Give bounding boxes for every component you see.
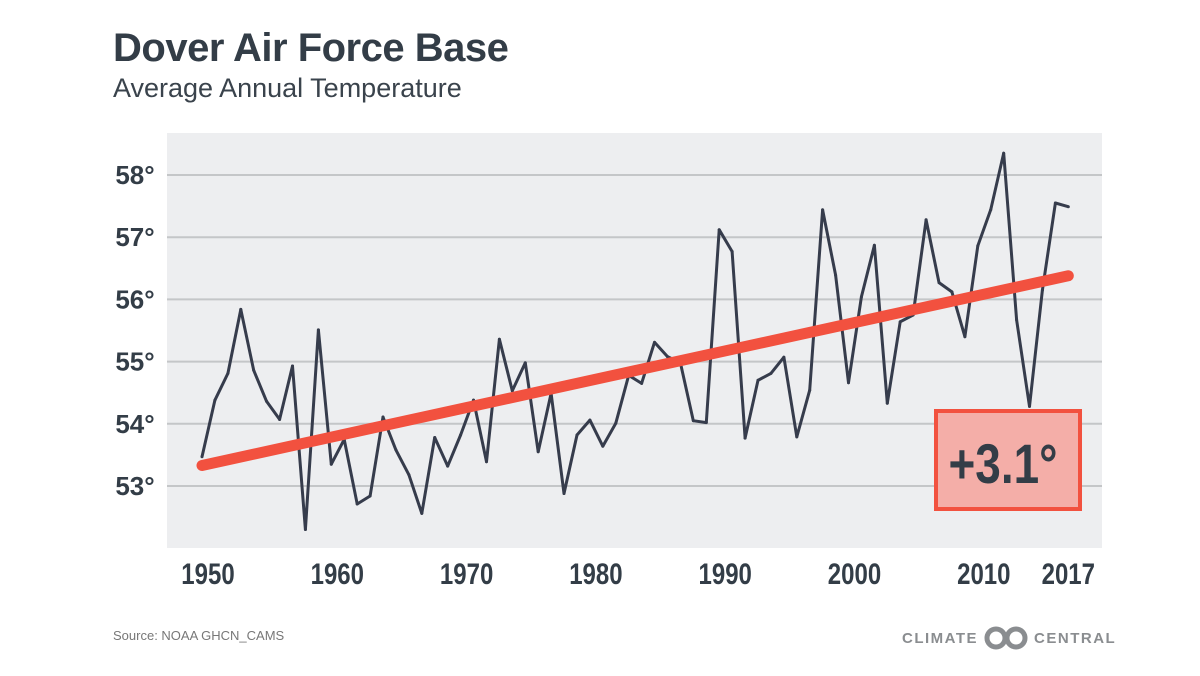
y-tick-label: 54° bbox=[115, 409, 154, 439]
data-point bbox=[717, 228, 721, 232]
climate-central-logo: CLIMATE CENTRAL bbox=[902, 626, 1116, 650]
data-point bbox=[859, 295, 863, 299]
data-point bbox=[316, 328, 320, 332]
data-point bbox=[821, 208, 825, 212]
data-point bbox=[523, 361, 527, 365]
data-point bbox=[782, 355, 786, 359]
data-point bbox=[303, 528, 307, 532]
data-point bbox=[200, 455, 204, 459]
chart-title: Dover Air Force Base bbox=[113, 26, 509, 70]
annotation-label: +3.1° bbox=[949, 433, 1058, 495]
data-point bbox=[213, 398, 217, 402]
data-point bbox=[575, 433, 579, 437]
data-point bbox=[420, 511, 424, 515]
data-point bbox=[665, 355, 669, 359]
x-tick-label: 1970 bbox=[440, 556, 493, 590]
data-point bbox=[226, 371, 230, 375]
data-point bbox=[1015, 318, 1019, 322]
data-point bbox=[484, 460, 488, 464]
data-point bbox=[381, 415, 385, 419]
x-tick-label: 1980 bbox=[569, 556, 622, 590]
data-point bbox=[368, 494, 372, 498]
data-point bbox=[963, 335, 967, 339]
data-point bbox=[1040, 288, 1044, 292]
data-point bbox=[459, 433, 463, 437]
data-point bbox=[950, 290, 954, 294]
data-point bbox=[614, 421, 618, 425]
data-point bbox=[937, 281, 941, 285]
data-point bbox=[265, 399, 269, 403]
data-point bbox=[924, 218, 928, 222]
data-point bbox=[1053, 201, 1057, 205]
logo-text-right: CENTRAL bbox=[1034, 629, 1117, 647]
data-point bbox=[252, 368, 256, 372]
data-point bbox=[743, 436, 747, 440]
data-point bbox=[756, 378, 760, 382]
data-point bbox=[433, 435, 437, 439]
data-point bbox=[355, 502, 359, 506]
data-point bbox=[769, 371, 773, 375]
x-tick-label: 1990 bbox=[699, 556, 752, 590]
x-tick-label: 2010 bbox=[957, 556, 1010, 590]
source-note: Source: NOAA GHCN_CAMS bbox=[113, 628, 285, 643]
data-point bbox=[808, 388, 812, 392]
data-point bbox=[394, 448, 398, 452]
data-point bbox=[446, 464, 450, 468]
x-tick-label: 2000 bbox=[828, 556, 881, 590]
data-point bbox=[1002, 151, 1006, 155]
x-tick-label: 1950 bbox=[181, 556, 234, 590]
data-point bbox=[795, 435, 799, 439]
data-point bbox=[847, 381, 850, 385]
x-tick-label: 2017 bbox=[1042, 556, 1095, 590]
data-point bbox=[989, 208, 993, 212]
data-point bbox=[1066, 205, 1070, 209]
data-point bbox=[510, 389, 514, 393]
data-point bbox=[291, 364, 295, 368]
data-point bbox=[885, 401, 889, 405]
logo-text-left: CLIMATE bbox=[902, 629, 979, 647]
data-point bbox=[497, 337, 501, 341]
chart-subtitle: Average Annual Temperature bbox=[113, 73, 462, 103]
y-tick-label: 53° bbox=[115, 471, 154, 501]
data-point bbox=[834, 273, 838, 277]
data-point bbox=[898, 320, 902, 324]
data-point bbox=[588, 418, 592, 422]
linked-circles-icon bbox=[984, 626, 1028, 650]
data-point bbox=[536, 450, 540, 454]
annotation-box: +3.1° bbox=[934, 409, 1082, 511]
trend-line bbox=[196, 270, 1074, 471]
y-tick-label: 57° bbox=[115, 222, 154, 252]
temperature-series-line bbox=[200, 151, 1069, 531]
data-point bbox=[1028, 404, 1032, 408]
y-tick-label: 56° bbox=[115, 284, 154, 314]
data-point bbox=[562, 491, 566, 495]
annotation-rect bbox=[934, 409, 1082, 511]
data-point bbox=[872, 243, 876, 247]
x-tick-label: 1960 bbox=[311, 556, 364, 590]
data-point bbox=[976, 244, 980, 248]
y-tick-label: 55° bbox=[115, 347, 154, 377]
data-point bbox=[653, 340, 657, 344]
data-point bbox=[640, 381, 644, 385]
data-point bbox=[407, 473, 411, 477]
data-point bbox=[601, 444, 605, 448]
data-point bbox=[691, 419, 695, 423]
data-point bbox=[239, 307, 243, 311]
data-point bbox=[704, 421, 708, 425]
y-tick-label: 58° bbox=[115, 160, 154, 190]
data-point bbox=[730, 250, 734, 254]
data-point bbox=[278, 417, 282, 421]
data-point bbox=[329, 462, 333, 466]
